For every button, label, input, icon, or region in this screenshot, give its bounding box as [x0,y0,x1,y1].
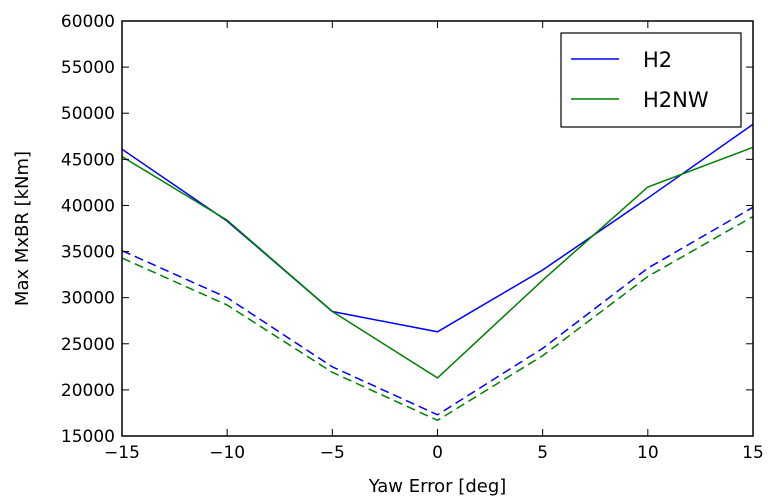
x-tick-label: 10 [637,443,659,463]
y-tick-label: 35000 [61,243,115,263]
y-axis-label: Max MxBR [kNm] [12,151,33,306]
series-line-h2nw [121,146,754,379]
ticks-layer: −15 −10 −5 0 5 10 15 15000 20000 25000 30000 35000 4… [61,12,764,463]
legend-label-h2nw: H2NW [643,88,709,112]
x-tick-label: 0 [432,443,443,463]
legend-label-h2: H2 [643,48,672,72]
x-tick-label: −5 [320,443,345,463]
x-tick-label: −15 [104,443,140,463]
y-tick-label: 15000 [61,427,115,447]
x-axis-label: Yaw Error [deg] [368,476,507,497]
y-tick-label: 30000 [61,289,115,309]
legend-box [560,32,742,128]
x-tick-label: 15 [742,443,764,463]
x-tick-label: 5 [537,443,548,463]
y-tick-label: 40000 [61,196,115,216]
series-line-dashed-2 [121,206,754,416]
y-tick-label: 60000 [61,12,115,32]
y-tick-label: 50000 [61,104,115,124]
y-tick-label: 20000 [61,381,115,401]
legend: H2 H2NW [560,32,742,128]
y-tick-label: 55000 [61,58,115,78]
series-line-dashed-3 [121,215,754,422]
y-tick-label: 45000 [61,150,115,170]
x-tick-label: −10 [209,443,245,463]
y-tick-label: 25000 [61,335,115,355]
series-layer [121,123,754,422]
